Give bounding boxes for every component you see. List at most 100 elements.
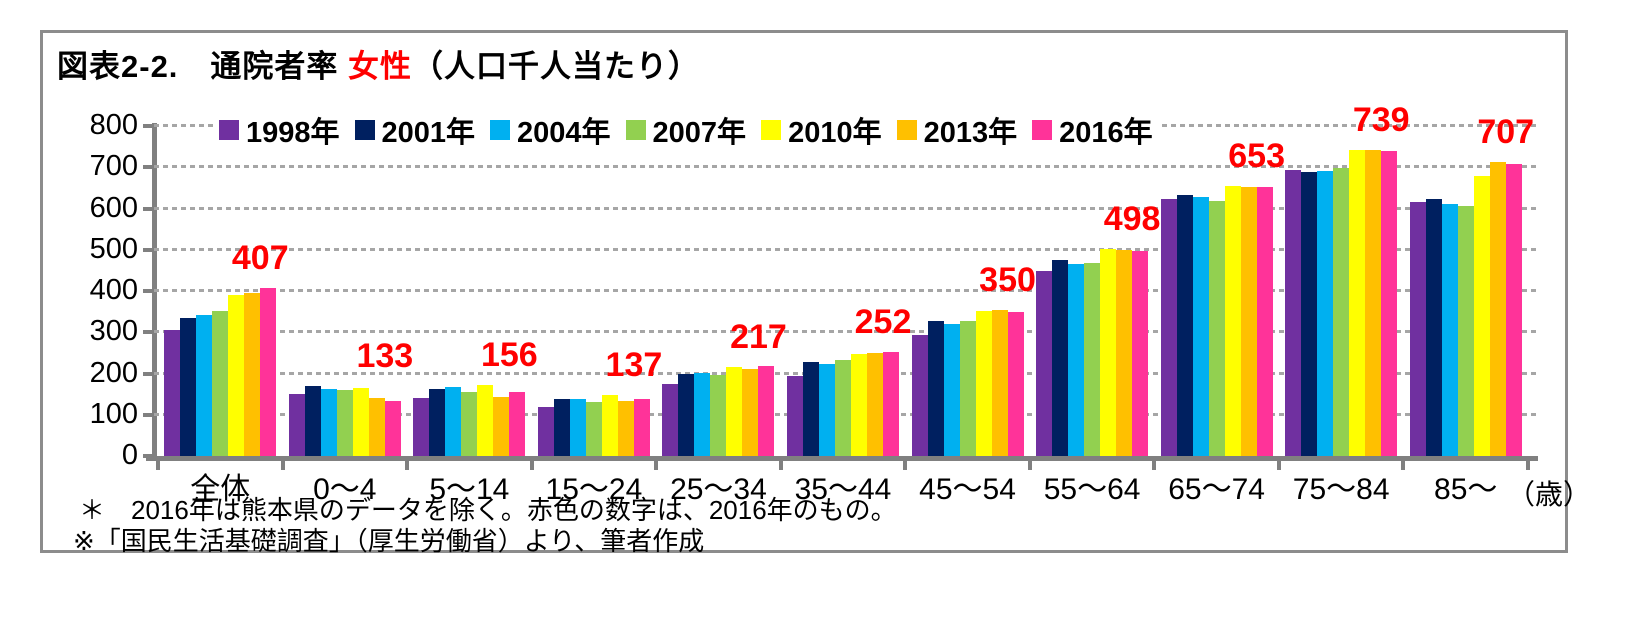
- legend-swatch-icon: [896, 120, 917, 140]
- legend-label: 2001年: [381, 117, 476, 149]
- bar-2001年-25～34: [678, 374, 695, 456]
- bar-2004年-55～64: [1068, 264, 1085, 456]
- bar-2001年-65～74: [1176, 195, 1193, 456]
- y-axis-line: [152, 123, 157, 461]
- bar-2010年-35～44: [851, 354, 867, 456]
- legend-item-2007年: 2007年: [625, 109, 747, 151]
- value-label-2016-35～44: 252: [854, 303, 912, 342]
- x-axis-tick: [1401, 461, 1406, 470]
- x-axis-tick: [1276, 461, 1281, 470]
- bar-2001年-55～64: [1052, 260, 1069, 456]
- bar-2007年-55～64: [1084, 263, 1101, 456]
- bar-2010年-75～84: [1349, 150, 1366, 456]
- y-axis-tick-label: 700: [89, 150, 138, 183]
- y-axis-tick-label: 600: [89, 191, 138, 224]
- bar-2007年-0～4: [336, 390, 353, 456]
- x-axis-tick: [903, 461, 908, 470]
- bar-2010年-5～14: [477, 385, 494, 456]
- y-axis-tick-label: 500: [89, 232, 138, 265]
- y-axis-tick: [143, 247, 152, 252]
- bar-1998年-45～54: [911, 335, 928, 456]
- bar-1998年-25～34: [662, 384, 679, 456]
- bar-2016年-15～24: [633, 399, 650, 456]
- x-axis-unit-label: （歳）: [1507, 479, 1592, 510]
- gridline-400: [154, 289, 1536, 292]
- bar-2004年-65～74: [1192, 197, 1209, 456]
- legend-label: 2010年: [788, 117, 882, 149]
- value-label-2016-85～: 707: [1477, 113, 1535, 152]
- bar-2016年-65～74: [1256, 187, 1273, 456]
- x-axis-tick: [1152, 461, 1157, 470]
- bar-2013年-35～44: [867, 353, 883, 456]
- gridline-600: [154, 206, 1536, 210]
- y-axis-tick-label: 400: [89, 274, 138, 306]
- legend-item-2001年: 2001年: [354, 109, 476, 151]
- x-axis-category-label: 0～4: [313, 473, 377, 506]
- y-axis-tick-label: 300: [89, 315, 138, 348]
- bar-2007年-45～54: [959, 321, 976, 456]
- bar-2007年-85～: [1457, 206, 1474, 456]
- x-axis-category-label: 5～14: [429, 473, 510, 506]
- bar-2013年-75～84: [1365, 150, 1382, 456]
- legend-label: 2016年: [1059, 117, 1153, 149]
- y-axis-tick-label: 100: [89, 397, 138, 430]
- x-axis-category-label: 45～54: [919, 473, 1016, 506]
- figure-box: 図表2-2. 通院者率 女性（人口千人当たり） 1998年 2001年 2004年 2…: [40, 30, 1591, 556]
- value-label-2016-15～24: 137: [605, 345, 663, 384]
- chart-title-highlight: 女性: [348, 49, 413, 84]
- legend-swatch-icon: [761, 120, 782, 140]
- bar-group-35～44: 252: [781, 126, 911, 456]
- bar-2001年-全体: [180, 318, 197, 456]
- bar-1998年-35～44: [787, 376, 803, 456]
- x-axis-tick: [156, 461, 160, 470]
- footnote-source: ※「国民生活基礎調査」（厚生労働省）より、筆者作成: [73, 526, 705, 556]
- bar-2013年-55～64: [1116, 250, 1133, 456]
- legend-item-2016年: 2016年: [1032, 109, 1153, 151]
- bar-2004年-75～84: [1317, 171, 1334, 456]
- bar-group-75～84: 739: [1279, 101, 1410, 456]
- bar-group-85～: 707: [1403, 113, 1534, 456]
- value-label-2016-全体: 407: [231, 239, 289, 278]
- x-axis-category-label: 85～: [1434, 473, 1498, 506]
- bar-2013年-全体: [244, 293, 261, 456]
- y-axis-tick: [143, 124, 152, 128]
- legend-item-2013年: 2013年: [896, 109, 1018, 151]
- bar-2007年-全体: [212, 311, 229, 456]
- y-axis-tick: [143, 454, 152, 458]
- bar-2001年-0～4: [304, 386, 321, 456]
- y-axis-tick-label: 200: [89, 356, 138, 389]
- x-axis-tick: [1526, 461, 1530, 470]
- legend-label: 1998年: [246, 117, 340, 149]
- bar-2016年-全体: [260, 288, 277, 456]
- legend-label: 2007年: [652, 117, 747, 149]
- bar-1998年-85～: [1409, 202, 1426, 456]
- bar-1998年-65～74: [1160, 199, 1177, 456]
- bar-2013年-15～24: [617, 401, 634, 456]
- y-axis-tick-label: 0: [121, 439, 138, 471]
- legend-label: 2013年: [923, 117, 1018, 149]
- gridline-700: [154, 165, 1536, 169]
- x-axis-category-label: 25～34: [670, 473, 767, 506]
- value-label-2016-25～34: 217: [730, 317, 787, 356]
- bar-2001年-5～14: [429, 389, 446, 456]
- bar-2004年-0～4: [320, 389, 337, 456]
- legend-swatch-icon: [219, 120, 239, 140]
- x-axis-tick: [405, 461, 410, 470]
- x-axis-category-label: 75～84: [1292, 473, 1390, 506]
- bar-group-55～64: 498: [1030, 126, 1160, 456]
- bar-2013年-65～74: [1240, 187, 1257, 456]
- value-label-2016-0～4: 133: [356, 336, 414, 375]
- bar-2016年-5～14: [509, 392, 526, 456]
- bar-2010年-15～24: [601, 395, 618, 456]
- bar-2016年-85～: [1505, 164, 1522, 456]
- x-axis-tick: [1027, 461, 1032, 470]
- value-label-2016-75～84: 739: [1352, 100, 1410, 139]
- y-axis-tick: [143, 165, 152, 170]
- footnote-asterisk: ＊ 2016年は熊本県のデータを除く。赤色の数字は、2016年のもの。: [79, 495, 897, 525]
- bar-2010年-65～74: [1224, 186, 1241, 456]
- y-axis-tick-label: 800: [89, 109, 138, 141]
- bar-1998年-5～14: [413, 398, 430, 456]
- x-axis-line: [146, 456, 1538, 461]
- bar-2001年-35～44: [803, 362, 819, 456]
- bar-2001年-45～54: [927, 321, 944, 456]
